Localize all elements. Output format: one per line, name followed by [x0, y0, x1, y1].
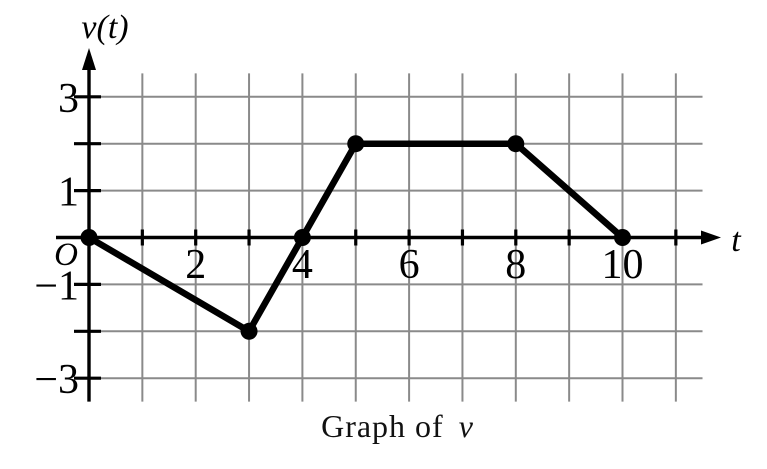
x-axis-arrow	[701, 230, 721, 245]
y-tick-label: −3	[34, 357, 79, 403]
x-axis-title: t	[731, 222, 742, 259]
y-tick-label: 3	[58, 76, 79, 122]
origin-label: O	[54, 237, 78, 273]
y-tick-label: 1	[58, 170, 79, 216]
x-tick-label: 4	[292, 242, 313, 288]
axis-labels: v(t) t O	[54, 9, 742, 273]
y-axis-title: v(t)	[81, 9, 128, 46]
y-tick-label: −1	[34, 263, 79, 309]
axes	[56, 48, 721, 402]
data-point	[347, 135, 365, 153]
data-point	[507, 135, 525, 153]
caption: Graph of v	[14, 408, 767, 445]
tick-labels: 2 4 6 8 10 3 1 −1 −3	[34, 76, 643, 403]
x-tick-label: 2	[185, 242, 206, 288]
x-tick-label: 6	[399, 242, 420, 288]
data-point	[240, 322, 258, 340]
data-point	[614, 229, 631, 246]
velocity-curve	[80, 135, 631, 340]
caption-variable: v	[458, 408, 474, 444]
caption-text: Graph of	[321, 408, 444, 444]
y-axis-arrow	[82, 48, 96, 70]
data-point	[80, 229, 98, 246]
data-point	[293, 229, 311, 246]
x-tick-label: 10	[602, 242, 644, 288]
curve-polyline	[85, 140, 626, 335]
x-tick-label: 8	[505, 242, 526, 288]
